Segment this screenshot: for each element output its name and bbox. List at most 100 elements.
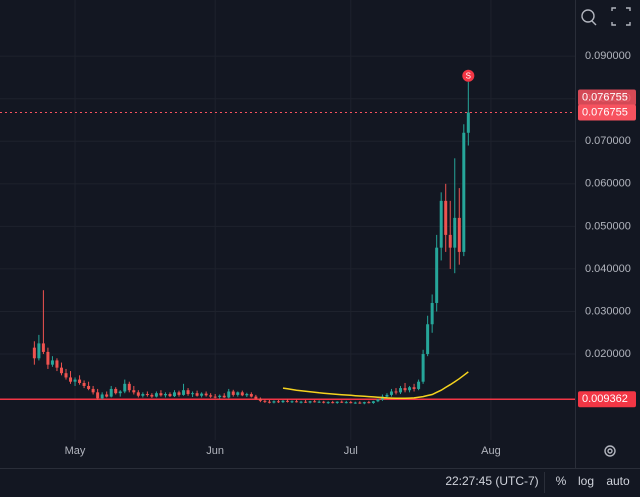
- candle-body: [186, 390, 190, 395]
- x-tick-label: Aug: [481, 445, 501, 457]
- candle-body: [182, 390, 186, 395]
- candle-body: [191, 393, 195, 395]
- candle-body: [304, 401, 308, 403]
- candle-body: [281, 400, 285, 403]
- y-tick-label: 0.030000: [585, 305, 631, 317]
- candle-body: [141, 394, 145, 396]
- moving-average-line: [282, 371, 469, 400]
- candle-body: [331, 402, 335, 404]
- candle-body: [227, 391, 231, 398]
- candle-body: [96, 392, 100, 399]
- candle-body: [109, 388, 113, 397]
- settings-icon-center: [607, 448, 613, 454]
- candle-body: [150, 394, 154, 397]
- last-price-label: 0.076755: [582, 91, 628, 103]
- candle-body: [78, 379, 82, 383]
- candle-body: [286, 400, 289, 402]
- candle-body: [55, 360, 59, 368]
- y-tick-label: 0.070000: [585, 135, 631, 147]
- zoom-icon[interactable]: [581, 9, 595, 23]
- clock: 22:27:45 (UTC-7): [445, 474, 538, 488]
- candle-body: [358, 402, 362, 404]
- candle-body: [412, 387, 416, 389]
- y-tick-label: 0.060000: [585, 178, 631, 190]
- y-tick-label: 0.020000: [585, 348, 631, 360]
- candle-body: [317, 401, 321, 403]
- candle-body: [453, 217, 457, 248]
- candle-body: [46, 351, 50, 365]
- candle-body: [376, 399, 380, 402]
- candle-body: [136, 392, 140, 396]
- candle-body: [218, 395, 222, 398]
- candle-body: [340, 401, 344, 403]
- candle-body: [344, 402, 348, 404]
- fullscreen-icon[interactable]: [611, 7, 631, 26]
- toolbar-icons[interactable]: [581, 7, 631, 457]
- candle-body: [322, 401, 326, 403]
- candle-body: [209, 395, 213, 397]
- x-tick-label: Jun: [206, 445, 224, 457]
- candle-body: [263, 400, 267, 402]
- log-button[interactable]: log: [578, 474, 594, 488]
- candle-body: [421, 354, 425, 382]
- candle-body: [435, 247, 439, 303]
- candle-body: [448, 234, 452, 248]
- candle-body: [389, 391, 393, 395]
- candle-body: [154, 393, 158, 397]
- candle-body: [64, 373, 68, 378]
- candle-body: [430, 302, 434, 325]
- auto-button[interactable]: auto: [606, 474, 630, 488]
- candle-body: [299, 401, 303, 403]
- price-label: 0.076755: [582, 106, 628, 118]
- candle-body: [426, 324, 430, 355]
- candle-body: [59, 367, 63, 374]
- candle-body: [114, 388, 118, 394]
- candle-body: [408, 387, 412, 391]
- candle-body: [276, 401, 280, 403]
- last-price-box: [578, 89, 636, 106]
- candle-body: [403, 388, 407, 391]
- x-tick-label: Jul: [344, 445, 358, 457]
- candle-body: [399, 388, 403, 393]
- candle-body: [254, 396, 258, 399]
- candle-body: [362, 402, 366, 404]
- candle-body: [367, 402, 371, 404]
- candle-body: [349, 402, 353, 404]
- candle-body: [258, 398, 262, 401]
- settings-icon[interactable]: [604, 445, 616, 457]
- candle-body: [444, 200, 448, 235]
- signal-marker: [462, 69, 475, 82]
- zoom-icon-handle: [591, 20, 597, 26]
- percent-button[interactable]: %: [556, 474, 567, 488]
- y-tick-label: 0.040000: [585, 263, 631, 275]
- candle-body: [177, 392, 181, 395]
- candle-body: [353, 402, 357, 404]
- candle-body: [100, 394, 104, 399]
- candle-body: [163, 394, 167, 396]
- price-label-box: [578, 104, 636, 121]
- candle-body: [326, 402, 330, 404]
- plot-layer: [0, 0, 575, 440]
- candle-body: [200, 393, 204, 396]
- x-tick-label: May: [65, 445, 86, 457]
- candle-body: [168, 394, 172, 397]
- candle-body: [466, 112, 470, 133]
- candle-body: [231, 391, 235, 395]
- candle-body: [87, 385, 91, 389]
- candle-body: [195, 393, 199, 396]
- candle-body: [457, 217, 461, 252]
- candle-body: [385, 394, 389, 397]
- candle-body: [41, 343, 45, 352]
- candle-body: [127, 383, 131, 391]
- candle-body: [91, 388, 95, 393]
- candle-body: [172, 392, 176, 397]
- candle-body: [145, 394, 149, 396]
- candle-body: [313, 401, 317, 403]
- price-label: 0.009362: [582, 393, 628, 405]
- candle-body: [118, 391, 122, 394]
- candle-body: [272, 401, 276, 403]
- candle-body: [439, 200, 443, 248]
- candle-body: [123, 383, 127, 392]
